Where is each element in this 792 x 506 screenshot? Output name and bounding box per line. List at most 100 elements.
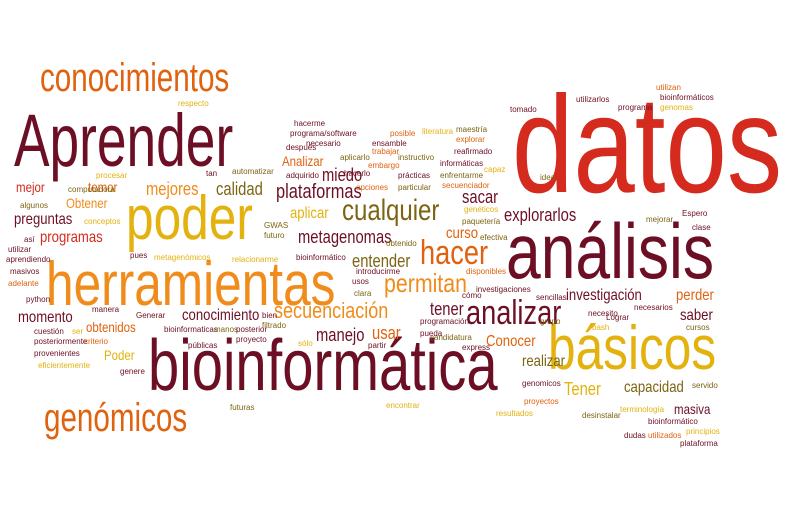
word-efectiva: efectiva (480, 233, 508, 242)
word-futuro: futuro (264, 231, 285, 240)
word-particular: particular (398, 183, 431, 192)
word-programa: programa (618, 103, 653, 112)
word-necesario: necesario (306, 139, 341, 148)
word-bioinformatico: bioinformático (648, 417, 698, 426)
word-bioinformaticas: bioinformaticas (164, 325, 218, 334)
word-futuras: futuras (230, 403, 255, 412)
word-adquirido: adquirido (286, 171, 319, 180)
word-resultados: resultados (496, 409, 533, 418)
word-capacidad: capacidad (624, 379, 684, 396)
word-metagenomicos: metagenómicos (154, 253, 211, 262)
word-principios: principios (686, 427, 720, 436)
word-paqueteria: paquetería (462, 217, 501, 226)
word-conocimiento: conocimiento (182, 307, 260, 324)
word-ensamble: ensamble (372, 139, 407, 148)
word-manejo: manejo (316, 325, 365, 345)
word-entender: entender (352, 251, 411, 271)
word-aplicar: aplicar (290, 205, 329, 222)
word-cursos: cursos (686, 323, 710, 332)
word-mejor: mejor (16, 179, 45, 195)
word-posterior: posterior (236, 325, 268, 334)
word-clase: clase (692, 223, 711, 232)
word-poder-2: Poder (104, 347, 135, 363)
word-automatizar: automatizar (232, 167, 274, 176)
word-tan: tan (206, 169, 218, 178)
word-utilizar: utilizar (8, 245, 32, 254)
word-obtenido: obtenido (386, 239, 417, 248)
word-conocer: Conocer (486, 333, 536, 350)
word-manos: manos (214, 325, 239, 334)
word-cualquier: cualquier (342, 194, 440, 227)
word-secuenciador: secuenciador (442, 181, 490, 190)
word-publicas: públicas (188, 341, 218, 350)
word-temor: temor (88, 179, 118, 195)
word-dudas: dudas (624, 431, 646, 440)
word-aprender: Aprender (14, 99, 234, 182)
word-analisis: análisis (506, 207, 715, 295)
word-obtener: Obtener (66, 195, 108, 211)
word-posteriormente: posteriormente (34, 337, 88, 346)
word-literatura: literatura (422, 127, 454, 136)
word-practicas: prácticas (398, 171, 431, 180)
word-ser: ser (72, 327, 84, 336)
word-solo: sólo (298, 339, 313, 348)
word-generar: Generar (136, 311, 166, 320)
word-investigacion: investigación (566, 287, 642, 304)
word-saber: saber (680, 307, 713, 324)
word-instructivo: instructivo (398, 153, 435, 162)
word-metagenomas: metagenomas (298, 227, 392, 247)
word-genomas: genomas (660, 103, 693, 112)
word-algunos: algunos (20, 201, 49, 210)
word-masiva: masiva (674, 401, 711, 417)
word-enfrentarme: enfrentarme (440, 171, 484, 180)
word-hacerlo: hacerlo (344, 169, 371, 178)
word-despues: después (286, 143, 317, 152)
word-bioinformatico-2: bioinformático (296, 253, 346, 262)
word-investigaciones: investigaciones (476, 285, 531, 294)
word-masivos: masivos (10, 267, 40, 276)
word-pueda: pueda (420, 329, 443, 338)
word-filtrado: filtrado (262, 321, 287, 330)
word-bash: bash (592, 323, 610, 332)
word-terminologia: terminología (620, 405, 665, 414)
word-partir: partir (368, 341, 387, 350)
word-candidatura: candidatura (430, 333, 472, 342)
word-mejorar: mejorar (646, 215, 674, 224)
word-sencillas: sencillas (536, 293, 567, 302)
word-espero: Espero (682, 209, 708, 218)
word-obtenidos: obtenidos (86, 319, 136, 335)
word-basicos: básicos (548, 314, 717, 383)
word-posible: posible (390, 129, 416, 138)
word-lograr: Lograr (606, 313, 630, 322)
word-cuestion: cuestión (34, 327, 64, 336)
word-maestria: maestría (456, 125, 488, 134)
word-geneticos: genéticos (464, 205, 499, 214)
word-utilizarlos: utilizarlos (576, 95, 610, 104)
word-criterio: criterio (84, 337, 109, 346)
word-opciones: opciones (356, 183, 389, 192)
word-procesar: procesar (96, 171, 128, 180)
word-plataforma: plataforma (680, 439, 718, 448)
word-aprendiendo: aprendiendo (6, 255, 51, 264)
word-analizar-2: Analizar (282, 153, 324, 169)
word-explorarlos: explorarlos (504, 205, 577, 225)
word-respecto: respecto (178, 99, 209, 108)
word-introducirme: introducirme (356, 267, 401, 276)
word-manera: manera (92, 305, 120, 314)
word-hacer: hacer (420, 234, 489, 272)
word-bien: bien (262, 311, 278, 320)
word-usos: usos (352, 277, 369, 286)
word-programa-software: programa/software (290, 129, 357, 138)
word-asi: así (24, 235, 35, 244)
word-explorar: explorar (456, 135, 485, 144)
word-calidad: calidad (216, 179, 263, 199)
word-tomado: tomado (510, 105, 537, 114)
word-datos: datos (512, 68, 783, 222)
word-desinstalar: desinstalar (582, 411, 621, 420)
word-idea: idea (540, 173, 556, 182)
word-reafirmado: reafirmado (454, 147, 493, 156)
word-tener-2: Tener (564, 379, 601, 399)
word-conceptos: conceptos (84, 217, 121, 226)
word-trabajar: trabajar (372, 147, 400, 156)
